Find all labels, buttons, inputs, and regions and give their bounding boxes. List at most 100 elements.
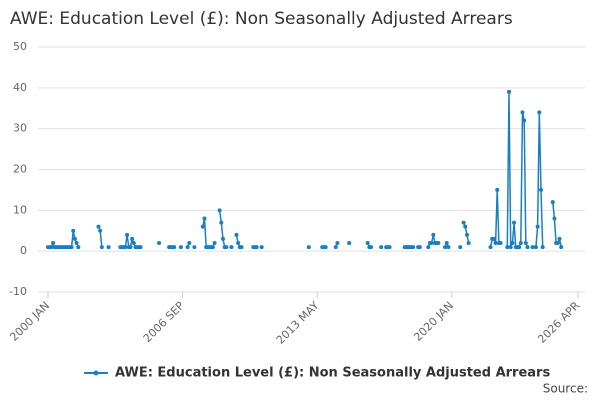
data-point [236,241,241,245]
data-point [69,245,74,250]
data-point [323,245,328,250]
data-point [98,228,103,233]
data-point [51,241,56,245]
data-point [525,245,530,250]
data-point [106,245,111,250]
data-point [458,245,463,250]
data-point [239,245,244,250]
data-point [254,245,259,250]
y-tick-label: 20 [13,163,27,176]
data-point [210,245,215,250]
data-point [535,224,540,229]
data-point [444,241,449,245]
data-point [498,241,503,245]
data-point [172,245,177,250]
data-point [212,241,217,245]
data-point [533,245,538,250]
data-point [552,216,557,221]
x-tick-label: 2020 JAN [411,299,456,344]
data-point [508,245,513,250]
source: Source: [543,382,588,396]
data-point [510,241,515,245]
data-point [200,224,205,229]
data-point [464,232,469,237]
data-point [446,245,451,250]
data-point [538,187,543,192]
data-point [463,224,468,229]
data-point [507,89,512,94]
data-point [224,245,229,250]
data-point [335,241,340,245]
y-tick-label: 50 [13,40,27,53]
x-tick-label: 2026 APR [535,299,582,346]
data-point [429,241,434,245]
data-point [491,236,496,241]
data-point [505,245,510,250]
data-point [436,241,441,245]
data-point [522,118,527,123]
data-point [540,245,545,250]
legend-label: AWE: Education Level (£): Non Seasonally… [115,366,550,381]
data-point [202,216,207,221]
y-tick-label: 30 [13,122,27,135]
data-point [379,245,384,250]
data-point [530,245,535,250]
y-tick-label: 10 [13,203,27,216]
data-point [99,245,104,250]
data-point [125,232,130,237]
chart-title: AWE: Education Level (£): Non Seasonally… [10,9,513,29]
data-point [123,245,128,250]
data-point [130,236,135,241]
legend-marker [93,370,99,376]
data-point [417,245,422,250]
data-point [431,232,436,237]
data-point [523,241,528,245]
data-point [411,245,416,250]
data-point [229,245,234,250]
data-point [365,241,370,245]
data-point [488,245,493,250]
data-point [192,245,197,250]
data-point [550,200,555,205]
data-point [387,245,392,250]
data-point [72,236,77,241]
data-point [76,245,81,250]
data-point [71,228,76,233]
data-point [187,241,192,245]
data-point [217,208,222,213]
data-point [234,232,239,237]
data-point [518,241,523,245]
data-point [443,245,448,250]
data-point [157,241,162,245]
data-point [49,245,54,250]
data-point [220,236,225,241]
data-point [512,220,517,225]
data-point [178,245,183,250]
data-point [495,187,500,192]
data-point [537,110,542,115]
data-point [517,245,522,250]
y-tick-label: 40 [13,81,27,94]
data-point [333,245,338,250]
x-tick-label: 2006 SEP [141,299,187,345]
data-point [493,241,498,245]
data-point [138,245,143,250]
data-point [555,241,560,245]
data-point [259,245,264,250]
data-point [306,245,311,250]
y-tick-label: -10 [9,285,27,298]
data-point [185,245,190,250]
data-point [461,220,466,225]
data-point [466,241,471,245]
data-point [369,245,374,250]
data-point [74,241,79,245]
data-point [96,224,101,229]
data-point [128,245,133,250]
data-point [426,245,431,250]
x-tick-label: 2013 MAY [274,299,322,347]
data-point [559,245,564,250]
data-point [557,236,562,241]
x-tick-label: 2000 JAN [7,299,52,344]
data-point [520,110,525,115]
